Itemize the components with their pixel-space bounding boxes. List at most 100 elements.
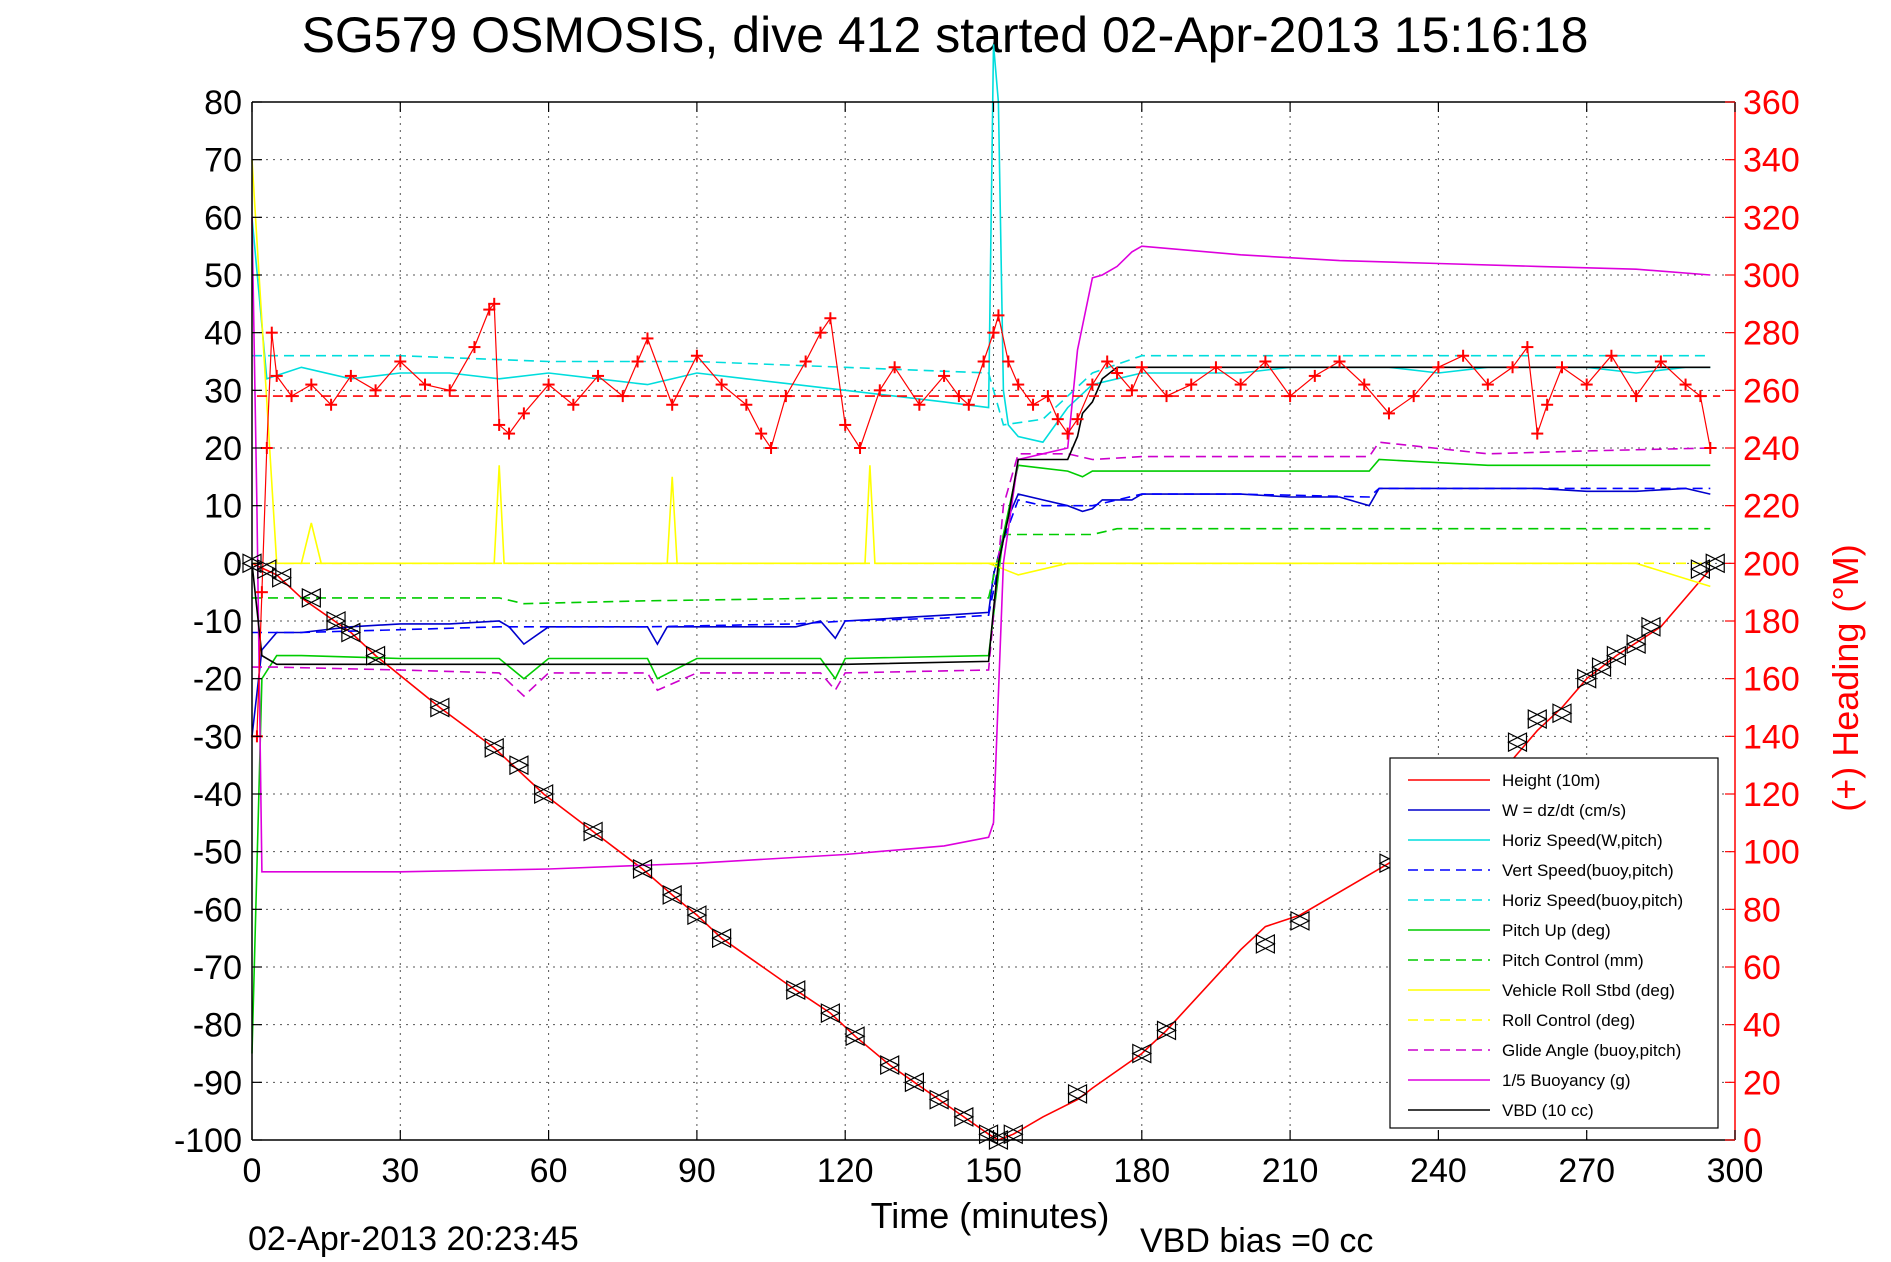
x-tick-label: 240 xyxy=(1410,1152,1467,1190)
y-tick-label: -10 xyxy=(193,603,242,641)
dive-marker-left xyxy=(1507,732,1528,753)
heading-point xyxy=(1135,361,1148,374)
dive-marker-left xyxy=(1131,1043,1152,1064)
dive-marker xyxy=(365,645,386,666)
heading-point xyxy=(1284,390,1297,403)
y-tick-label: -40 xyxy=(193,776,242,814)
heading-point xyxy=(1027,398,1040,411)
dive-marker-left xyxy=(582,821,603,842)
y-tick-label: 60 xyxy=(204,199,242,237)
heading-point xyxy=(888,361,901,374)
heading-point xyxy=(977,355,990,368)
dive-marker xyxy=(1289,910,1311,931)
x-tick-label: 150 xyxy=(965,1152,1022,1190)
dive-marker-left xyxy=(1606,645,1626,666)
heading-point xyxy=(873,384,886,397)
y-tick-label: -50 xyxy=(193,834,242,872)
y-right-tick-label: 80 xyxy=(1743,891,1781,929)
heading-point xyxy=(1630,390,1643,403)
chart-legend: Height (10m) W = dz/dt (cm/s) Horiz Speed(… xyxy=(1389,757,1719,1129)
y-tick-label: 0 xyxy=(223,545,242,583)
heading-point xyxy=(814,326,827,339)
dive-marker-left xyxy=(1551,703,1572,724)
series-vert-speed-buoy-pitch xyxy=(252,487,1711,634)
dive-marker xyxy=(1576,668,1598,689)
y-right-tick-label: 40 xyxy=(1743,1007,1781,1045)
dive-marker xyxy=(928,1089,950,1110)
heading-point xyxy=(1101,355,1114,368)
legend-label: Horiz Speed(W,pitch) xyxy=(1502,831,1663,850)
series-horiz-speed-w-pitch xyxy=(251,44,1711,444)
heading-point xyxy=(1111,367,1124,380)
y-tick-label: 10 xyxy=(204,488,242,526)
heading-point xyxy=(765,442,778,454)
dive-marker xyxy=(1131,1043,1153,1064)
dive-marker xyxy=(1002,1124,1024,1145)
legend-label: Pitch Up (deg) xyxy=(1502,921,1611,940)
y-axis-right-label: (+) Heading (°M) xyxy=(1825,544,1866,811)
heading-point xyxy=(592,369,605,382)
heading-point xyxy=(913,398,926,411)
legend-label: Vehicle Roll Stbd (deg) xyxy=(1502,981,1675,1000)
x-tick-label: 120 xyxy=(817,1152,874,1190)
dive-marker-left xyxy=(661,884,682,905)
heading-point xyxy=(305,378,318,391)
dive-marker xyxy=(300,587,322,608)
legend-label: Glide Angle (buoy,pitch) xyxy=(1502,1041,1681,1060)
dive-marker-left xyxy=(340,622,361,643)
dive-marker-left xyxy=(904,1072,925,1093)
heading-point xyxy=(1580,378,1593,391)
heading-point xyxy=(839,418,852,431)
dive-marker-left xyxy=(1067,1083,1088,1104)
dive-marker xyxy=(820,1003,841,1024)
dive-marker xyxy=(632,858,653,879)
heading-point xyxy=(690,349,703,362)
dive-marker-left xyxy=(429,697,450,718)
x-tick-label: 90 xyxy=(678,1152,716,1190)
heading-point xyxy=(1002,355,1015,368)
legend-label: Roll Control (deg) xyxy=(1502,1011,1635,1030)
heading-point xyxy=(325,398,338,411)
heading-point xyxy=(1234,378,1247,391)
heading-point xyxy=(1432,361,1445,374)
y-right-tick-label: 240 xyxy=(1743,430,1800,468)
heading-point xyxy=(1382,407,1395,420)
dive-marker-left xyxy=(1255,933,1275,954)
series-vbd-10-cc xyxy=(251,366,1711,666)
y-right-tick-label: 180 xyxy=(1743,603,1800,641)
heading-point xyxy=(1481,378,1494,391)
heading-point xyxy=(1160,390,1173,403)
heading-point xyxy=(567,398,580,411)
heading-point xyxy=(1209,361,1222,374)
dive-marker xyxy=(844,1026,866,1047)
heading-point xyxy=(1555,361,1568,374)
dive-marker-left xyxy=(508,755,529,776)
dive-marker xyxy=(1606,645,1627,666)
heading-point xyxy=(616,390,629,403)
heading-point xyxy=(854,442,867,454)
dive-marker-left xyxy=(365,645,386,666)
heading-point xyxy=(443,384,456,397)
y-right-tick-label: 0 xyxy=(1743,1122,1762,1160)
heading-point xyxy=(1061,427,1074,440)
heading-point xyxy=(265,326,278,339)
heading-point xyxy=(1358,378,1371,391)
x-tick-label: 0 xyxy=(243,1152,262,1190)
y-tick-label: -90 xyxy=(193,1064,242,1102)
y-right-tick-label: 60 xyxy=(1743,949,1781,987)
dive-marker-left xyxy=(879,1055,900,1076)
y-tick-label: 40 xyxy=(204,315,242,353)
tick-labels: 0 30 60 90 120 150 180 210 240 270 300807060504030… xyxy=(174,84,1800,1190)
heading-point xyxy=(641,332,654,345)
dive-marker xyxy=(1640,616,1662,637)
heading-point xyxy=(666,398,679,411)
heading-point xyxy=(285,390,298,403)
heading-point xyxy=(1041,390,1054,403)
dive-marker-left xyxy=(844,1026,865,1047)
heading-point xyxy=(344,369,357,382)
heading-point xyxy=(799,355,812,368)
heading-point xyxy=(1012,378,1025,391)
dive-marker-left xyxy=(632,858,653,879)
heading-point xyxy=(493,418,506,431)
dive-marker xyxy=(483,737,505,758)
